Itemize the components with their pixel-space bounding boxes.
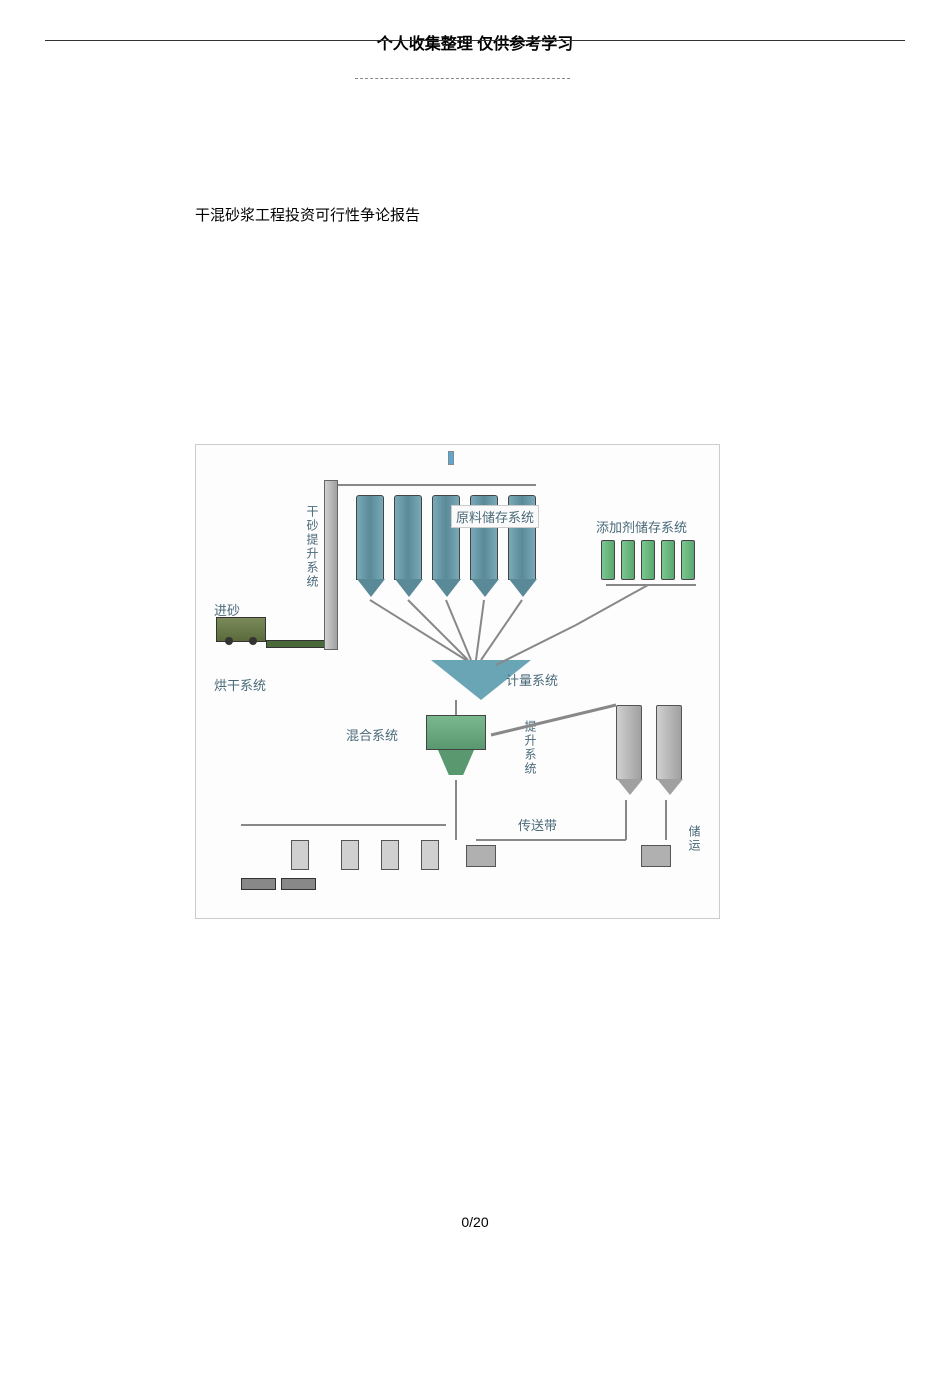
storage-silo-icon [616,705,642,780]
page-header: 个人收集整理 仅供参考学习 [0,30,950,54]
mixer-icon [426,715,486,750]
page-number: 0/20 [0,1214,950,1230]
package-hopper-icon [291,840,309,870]
elevator-system-label: 干砂提升系统 [304,505,321,589]
storage-transport-label: 储运 [686,825,703,853]
package-hopper-icon [421,840,439,870]
truck-icon [216,617,266,642]
package-hopper-icon [341,840,359,870]
storage-silo-icon [656,705,682,780]
truck-wheel-icon [249,637,257,645]
mixing-system-label: 混合系统 [346,725,398,744]
main-silo-icon [394,495,422,580]
additive-silo-icon [601,540,615,580]
main-silo-icon [356,495,384,580]
pallet-icon [241,878,276,890]
title-section: 干混砂浆工程投资可行性争论报告 [195,204,950,225]
additive-storage-label: 添加剂储存系统 [596,517,687,536]
raw-material-storage-label: 原料储存系统 [451,505,539,528]
elevator-tower-icon [324,480,338,650]
report-title: 干混砂浆工程投资可行性争论报告 [195,204,950,225]
mixer-outlet-icon [438,750,474,775]
process-diagram: 进砂 烘干系统 干砂提升系统 原料储存系统 添加剂储存系统 计量系统 [195,444,720,919]
conveyor-belt-label: 传送带 [518,815,557,834]
weighing-system-label: 计量系统 [506,670,558,689]
top-indicator-icon [448,451,454,465]
lift-system-label: 提升系统 [522,720,539,776]
tanker-truck-icon [641,845,671,867]
package-hopper-icon [381,840,399,870]
tanker-truck-icon [466,845,496,867]
drying-system-label: 烘干系统 [214,675,266,694]
pallet-icon [281,878,316,890]
additive-silo-icon [681,540,695,580]
conveyor-icon [266,640,326,648]
page-top-border [45,40,905,41]
additive-silo-icon [641,540,655,580]
truck-wheel-icon [225,637,233,645]
additive-silo-icon [621,540,635,580]
additive-silo-icon [661,540,675,580]
header-underline [355,78,570,79]
